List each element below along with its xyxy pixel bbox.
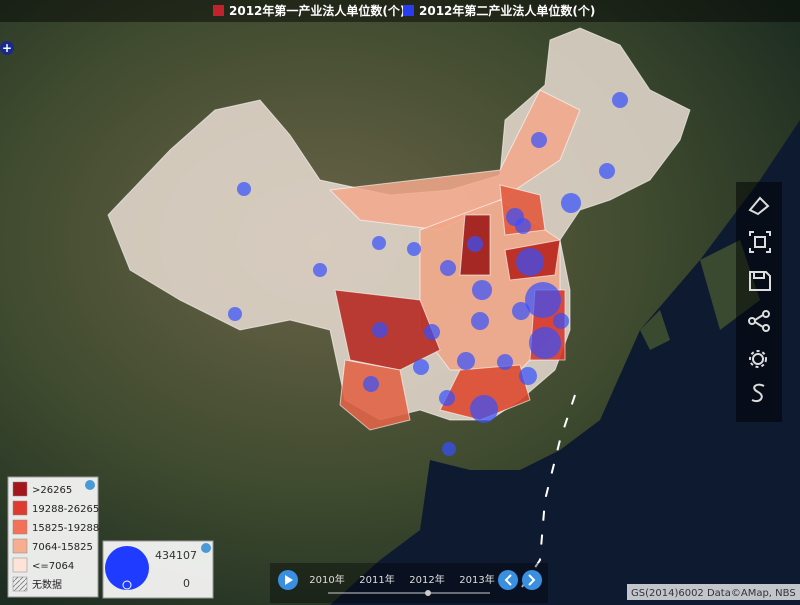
legend-label: 7064-15825 xyxy=(32,542,93,553)
settings-button[interactable] xyxy=(749,350,767,368)
attribution: GS(2014)6002 Data©AMap, NBS xyxy=(631,588,796,599)
legend-swatch xyxy=(12,481,28,497)
land xyxy=(640,240,760,350)
toolbar-icons xyxy=(748,196,771,402)
timeline-year: 2010年 xyxy=(309,573,344,586)
legend-swatch xyxy=(403,5,414,16)
size-legend-min xyxy=(122,580,132,590)
legend-label: 15825-19288 xyxy=(32,523,99,534)
play-icon xyxy=(285,575,293,585)
legend-label: 2012年第二产业法人单位数(个) xyxy=(419,3,595,18)
nav-icons xyxy=(504,574,536,586)
save-button[interactable] xyxy=(749,271,771,291)
timeline-year: 2011年 xyxy=(359,573,394,586)
legend-label: 无数据 xyxy=(32,578,62,591)
top-bar xyxy=(0,0,800,22)
timeline-years: 2010年 2011年 2012年 2013年 xyxy=(309,573,494,586)
provinces xyxy=(107,27,691,431)
legend-swatch xyxy=(12,576,28,592)
style-button[interactable] xyxy=(748,196,770,216)
legend-swatch xyxy=(12,557,28,573)
legend-swatch xyxy=(213,5,224,16)
maritime-line xyxy=(519,394,576,591)
legend-swatch xyxy=(12,519,28,535)
expand-button[interactable] xyxy=(0,41,14,55)
fullscreen-button[interactable] xyxy=(749,231,771,253)
toolbar xyxy=(736,182,782,422)
prev-button[interactable] xyxy=(498,570,518,590)
legend-label: 2012年第一产业法人单位数(个) xyxy=(229,3,405,18)
attribution-box xyxy=(627,584,800,600)
legend-label: 19288-26265 xyxy=(32,504,99,515)
legend-swatch xyxy=(12,538,28,554)
next-button[interactable] xyxy=(522,570,542,590)
size-legend-max-label: 434107 xyxy=(155,549,197,562)
legend-label: >26265 xyxy=(32,485,72,496)
logo-button[interactable] xyxy=(751,383,765,402)
legend: 2012年第一产业法人单位数(个) 2012年第二产业法人单位数(个) xyxy=(213,3,595,18)
timeline-handle[interactable] xyxy=(425,590,431,596)
size-legend-settings[interactable] xyxy=(201,543,211,553)
expand-icon: + xyxy=(2,41,12,55)
size-legend-max xyxy=(105,546,149,590)
size-legend-min-label: 0 xyxy=(183,577,190,590)
share-button[interactable] xyxy=(748,310,770,332)
legend-settings[interactable] xyxy=(85,480,95,490)
timeline-year: 2012年 xyxy=(409,573,444,586)
legend-label: <=7064 xyxy=(32,561,74,572)
color-legend: >26265 19288-26265 15825-19288 7064-15825 <=… xyxy=(12,481,99,592)
legend-swatch xyxy=(12,500,28,516)
bubbles xyxy=(228,92,628,456)
timeline-year: 2013年 xyxy=(459,573,494,586)
